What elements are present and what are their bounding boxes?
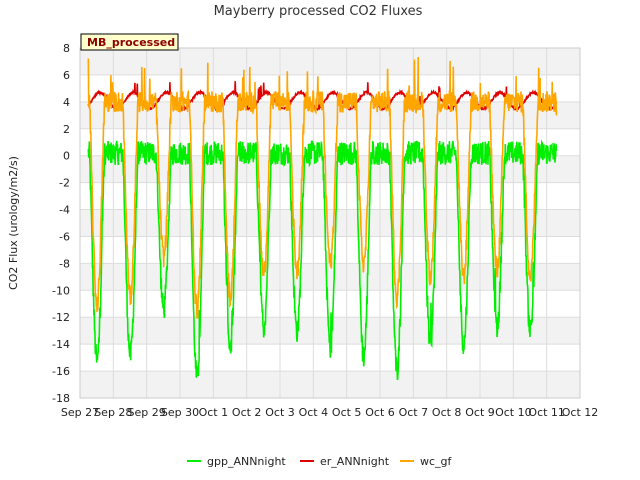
chart-title: Mayberry processed CO2 Fluxes (214, 4, 423, 19)
x-tick-label: Oct 7 (399, 406, 429, 419)
y-tick-label: 0 (63, 150, 70, 163)
x-tick-label: Oct 1 (199, 406, 229, 419)
y-tick-label: 2 (63, 123, 70, 136)
band (80, 209, 580, 237)
y-tick-label: -12 (52, 311, 70, 324)
legend-label: er_ANNnight (320, 455, 390, 468)
x-tick-label: Oct 11 (528, 406, 565, 419)
x-tick-label: Oct 5 (332, 406, 362, 419)
x-tick-label: Sep 28 (94, 406, 132, 419)
plot-frame (79, 47, 581, 399)
band (80, 155, 580, 183)
x-tick-label: Sep 30 (161, 406, 199, 419)
y-tick-label: -4 (59, 204, 70, 217)
dataset-badge-box (80, 33, 179, 51)
x-tick-label: Oct 3 (265, 406, 295, 419)
band (80, 48, 580, 75)
y-tick-labels: -18 -16 -14 -12 -10 -8 -6 -4 -2 0 2 4 6 8 (52, 42, 70, 405)
y-tick-label: -6 (59, 230, 70, 243)
band (80, 263, 580, 291)
y-tick-label: 8 (63, 42, 70, 55)
x-tick-label: Sep 27 (61, 406, 99, 419)
x-tick-label: Oct 9 (465, 406, 495, 419)
x-tick-label: Oct 6 (365, 406, 395, 419)
y-tick-label: -2 (59, 177, 70, 190)
band (80, 101, 580, 129)
y-tick-label: -14 (52, 338, 70, 351)
x-tick-label: Oct 4 (299, 406, 329, 419)
series-layer (87, 56, 558, 381)
y-tick-label: -18 (52, 392, 70, 405)
y-tick-label: -10 (52, 284, 70, 297)
legend-label: wc_gf (420, 455, 453, 468)
x-tick-label: Oct 10 (495, 406, 532, 419)
x-tick-label: Oct 12 (562, 406, 599, 419)
y-axis-label: CO2 Flux (urology/m2/s) (7, 156, 20, 290)
legend: gpp_ANNnight er_ANNnight wc_gf (187, 455, 453, 468)
y-tick-label: 6 (63, 69, 70, 82)
legend-label: gpp_ANNnight (207, 455, 286, 468)
series-line-gpp_ANNnight (87, 139, 558, 381)
x-tick-label: Oct 2 (232, 406, 262, 419)
series-line-wc_gf (87, 56, 558, 319)
y-tick-label: -8 (59, 257, 70, 270)
dataset-badge-label: MB_processed (87, 36, 175, 49)
band (80, 371, 580, 398)
y-tick-label: 4 (63, 96, 70, 109)
y-tick-label: -16 (52, 365, 70, 378)
x-tick-label: Oct 8 (432, 406, 462, 419)
x-tick-label: Sep 29 (128, 406, 166, 419)
dataset-badge: MB_processed (80, 33, 179, 51)
